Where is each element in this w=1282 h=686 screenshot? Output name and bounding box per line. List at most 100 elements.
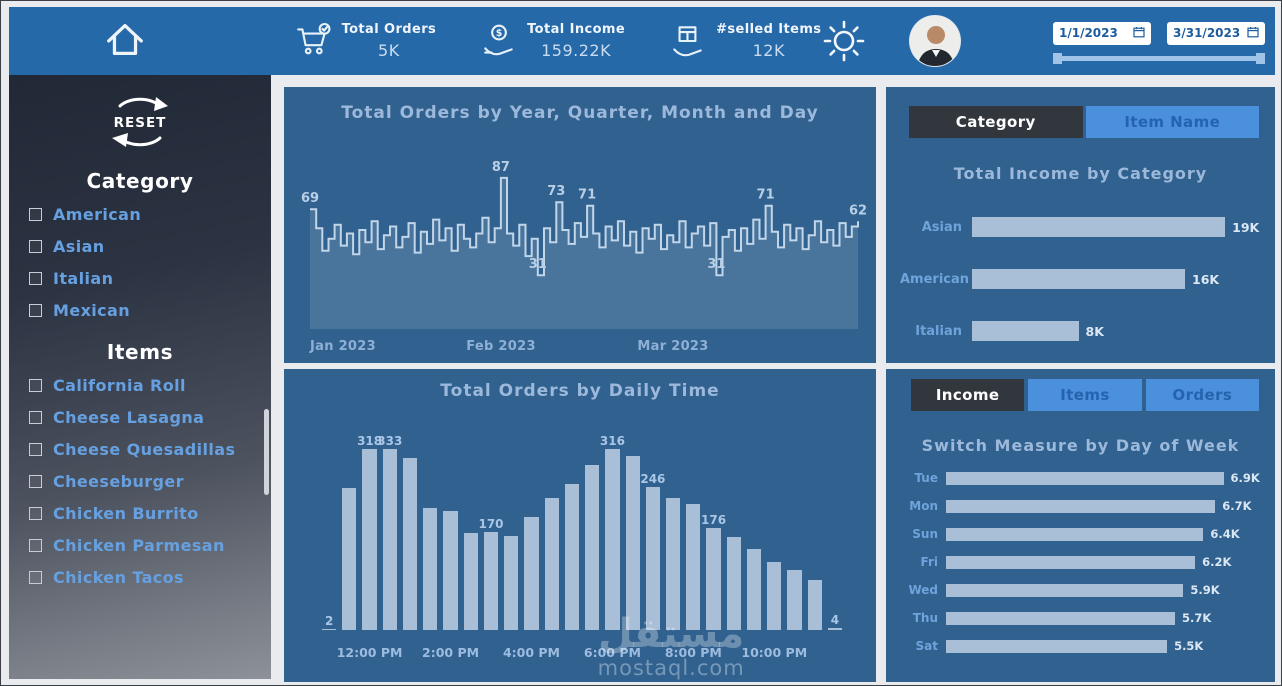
switch-measure-by-day-of-week-row-sun[interactable]: Sun 6.4K	[898, 527, 1265, 541]
checkbox[interactable]	[29, 443, 42, 456]
time-bar-12-30-pm[interactable]: 333	[377, 433, 402, 630]
bar[interactable]	[645, 487, 660, 630]
time-bar-11-30-am[interactable]	[342, 433, 357, 630]
filter-option-chicken-tacos[interactable]: Chicken Tacos	[29, 568, 271, 587]
bar[interactable]	[463, 532, 478, 630]
bar[interactable]	[946, 555, 1196, 569]
bar[interactable]	[402, 458, 418, 630]
time-bar-5-00-pm[interactable]	[564, 433, 580, 630]
bar[interactable]	[827, 627, 843, 630]
bar[interactable]	[625, 456, 640, 630]
filter-option-chicken-parmesan[interactable]: Chicken Parmesan	[29, 536, 271, 555]
bar[interactable]	[504, 536, 519, 630]
total-income-by-category-row-italian[interactable]: Italian 8K	[900, 321, 1263, 341]
time-bar-3-00-pm[interactable]: 170	[478, 433, 504, 630]
bar[interactable]	[787, 569, 802, 630]
bar[interactable]	[585, 464, 600, 630]
time-bar-3-30-pm[interactable]	[504, 433, 519, 630]
time-bar-1-00-pm[interactable]	[402, 433, 418, 630]
switch-measure-by-day-of-week-row-tue[interactable]: Tue 6.9K	[898, 471, 1265, 485]
switch-measure-by-day-of-week-row-wed[interactable]: Wed 5.9K	[898, 583, 1265, 597]
home-button[interactable]	[101, 17, 149, 65]
checkbox[interactable]	[29, 240, 42, 253]
tab-category[interactable]: Category	[909, 106, 1083, 138]
orders-line-chart[interactable]: 69 87 31 73 71 31 71 62	[301, 139, 867, 329]
bar[interactable]	[946, 639, 1168, 653]
bar[interactable]	[726, 537, 741, 630]
time-bar-11-00-am[interactable]: 2	[322, 433, 337, 630]
checkbox[interactable]	[29, 379, 42, 392]
start-date-input[interactable]: 1/1/2023	[1052, 21, 1151, 45]
time-bar-2-30-pm[interactable]	[463, 433, 478, 630]
switch-measure-by-day-of-week-row-thu[interactable]: Thu 5.7K	[898, 611, 1265, 625]
bar[interactable]	[544, 497, 559, 630]
time-bar-11-30-pm[interactable]: 4	[827, 433, 843, 630]
time-bar-10-00-pm[interactable]	[767, 433, 782, 630]
switch-measure-by-day-of-week-row-sat[interactable]: Sat 5.5K	[898, 639, 1265, 653]
checkbox[interactable]	[29, 571, 42, 584]
bar[interactable]	[605, 449, 620, 630]
bar[interactable]	[706, 527, 721, 630]
time-bar-6-30-pm[interactable]	[625, 433, 640, 630]
total-income-by-category-row-asian[interactable]: Asian 19K	[900, 217, 1263, 237]
date-range-slider[interactable]	[1052, 52, 1265, 64]
time-bar-8-30-pm[interactable]: 176	[701, 433, 726, 630]
tab-income[interactable]: Income	[911, 379, 1025, 411]
switch-measure-by-day-of-week-row-mon[interactable]: Mon 6.7K	[898, 499, 1265, 513]
time-bar-10-30-pm[interactable]	[787, 433, 802, 630]
time-bar-2-00-pm[interactable]	[443, 433, 458, 630]
tab-orders[interactable]: Orders	[1145, 379, 1259, 411]
bar[interactable]	[382, 449, 397, 630]
checkbox[interactable]	[29, 304, 42, 317]
checkbox[interactable]	[29, 272, 42, 285]
time-bar-1-30-pm[interactable]	[423, 433, 438, 630]
tab-items[interactable]: Items	[1028, 379, 1142, 411]
bar[interactable]	[423, 508, 438, 630]
time-bar-12-00-pm[interactable]: 318	[357, 433, 382, 630]
bar[interactable]	[322, 628, 337, 630]
bar[interactable]	[946, 527, 1204, 541]
filter-option-california-roll[interactable]: California Roll	[29, 376, 271, 395]
checkbox[interactable]	[29, 507, 42, 520]
bar[interactable]	[972, 321, 1079, 341]
time-bar-9-00-pm[interactable]	[726, 433, 741, 630]
total-income-by-category-row-american[interactable]: American 16K	[900, 269, 1263, 289]
avatar[interactable]	[909, 15, 961, 67]
sidebar-scrollbar[interactable]	[264, 409, 269, 495]
time-bar-7-30-pm[interactable]	[665, 433, 681, 630]
time-bar-11-00-pm[interactable]	[807, 433, 822, 630]
bar[interactable]	[443, 511, 458, 630]
filter-option-cheese-quesadillas[interactable]: Cheese Quesadillas	[29, 440, 271, 459]
theme-toggle-button[interactable]	[821, 18, 867, 64]
filter-option-mexican[interactable]: Mexican	[29, 301, 271, 320]
bar[interactable]	[807, 580, 822, 630]
bar[interactable]	[524, 516, 539, 630]
bar[interactable]	[362, 449, 377, 630]
bar[interactable]	[483, 531, 499, 630]
filter-option-cheeseburger[interactable]: Cheeseburger	[29, 472, 271, 491]
reset-button[interactable]: RESET	[92, 89, 188, 159]
time-bar-4-00-pm[interactable]	[524, 433, 539, 630]
checkbox[interactable]	[29, 411, 42, 424]
bar[interactable]	[946, 499, 1216, 513]
time-bar-4-30-pm[interactable]	[544, 433, 559, 630]
bar[interactable]	[946, 471, 1224, 485]
filter-option-cheese-lasagna[interactable]: Cheese Lasagna	[29, 408, 271, 427]
bar[interactable]	[342, 487, 357, 630]
checkbox[interactable]	[29, 475, 42, 488]
filter-option-chicken-burrito[interactable]: Chicken Burrito	[29, 504, 271, 523]
filter-option-asian[interactable]: Asian	[29, 237, 271, 256]
checkbox[interactable]	[29, 208, 42, 221]
bar[interactable]	[746, 548, 762, 630]
daily-time-bar-chart[interactable]: 2 318 333 170 316 246 176 4	[322, 433, 843, 630]
switch-measure-by-day-of-week-row-fri[interactable]: Fri 6.2K	[898, 555, 1265, 569]
bar[interactable]	[665, 497, 681, 630]
bar[interactable]	[972, 217, 1226, 237]
filter-option-american[interactable]: American	[29, 205, 271, 224]
time-bar-5-30-pm[interactable]	[585, 433, 600, 630]
time-bar-8-00-pm[interactable]	[686, 433, 701, 630]
bar[interactable]	[686, 503, 701, 630]
time-bar-6-00-pm[interactable]: 316	[600, 433, 625, 630]
bar[interactable]	[946, 611, 1176, 625]
bar[interactable]	[767, 561, 782, 630]
